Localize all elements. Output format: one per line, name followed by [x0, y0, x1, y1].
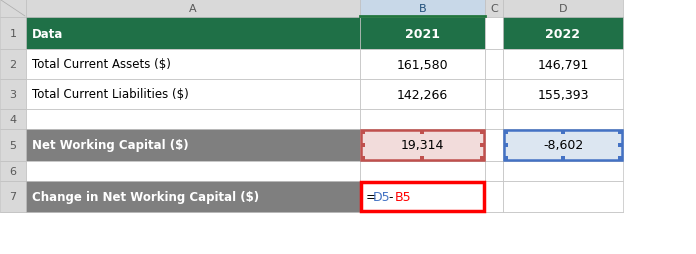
- Text: C: C: [490, 4, 498, 14]
- Bar: [503, 18, 623, 50]
- Text: 2022: 2022: [546, 27, 580, 40]
- Text: 4: 4: [10, 115, 17, 124]
- Bar: [360, 109, 485, 130]
- Text: B: B: [419, 4, 427, 14]
- Text: Data: Data: [32, 27, 63, 40]
- Text: -8,602: -8,602: [543, 139, 583, 152]
- Bar: [0, 0, 26, 18]
- Text: 161,580: 161,580: [397, 58, 448, 71]
- Bar: [361, 131, 365, 134]
- Bar: [504, 131, 508, 134]
- Text: 146,791: 146,791: [537, 58, 589, 71]
- Bar: [360, 0, 485, 18]
- Bar: [503, 80, 623, 109]
- Bar: [485, 18, 503, 50]
- Text: 6: 6: [10, 166, 17, 176]
- Bar: [26, 109, 360, 130]
- Bar: [26, 18, 360, 50]
- Bar: [618, 156, 622, 160]
- Text: Net Working Capital ($): Net Working Capital ($): [32, 139, 189, 152]
- Text: -: -: [388, 190, 393, 203]
- Bar: [485, 0, 503, 18]
- Bar: [26, 181, 360, 212]
- Text: 3: 3: [10, 90, 17, 100]
- Text: A: A: [189, 4, 197, 14]
- Bar: [561, 156, 565, 160]
- Bar: [504, 156, 508, 160]
- Bar: [504, 131, 622, 160]
- Text: 2: 2: [10, 60, 17, 70]
- Text: 155,393: 155,393: [537, 88, 589, 101]
- Bar: [485, 161, 503, 181]
- Text: 5: 5: [10, 140, 17, 150]
- Bar: [480, 144, 484, 147]
- Bar: [360, 80, 485, 109]
- Bar: [26, 50, 360, 80]
- Bar: [503, 0, 623, 18]
- Bar: [485, 50, 503, 80]
- Text: Total Current Assets ($): Total Current Assets ($): [32, 58, 171, 71]
- Bar: [0, 18, 26, 50]
- Bar: [0, 80, 26, 109]
- Text: B5: B5: [395, 190, 411, 203]
- Bar: [26, 80, 360, 109]
- Bar: [26, 130, 360, 161]
- Bar: [0, 109, 26, 130]
- Text: D: D: [559, 4, 567, 14]
- Bar: [360, 161, 485, 181]
- Text: D5: D5: [373, 190, 390, 203]
- Bar: [420, 156, 424, 160]
- Bar: [26, 161, 360, 181]
- Bar: [420, 131, 424, 134]
- Bar: [26, 0, 360, 18]
- Bar: [0, 161, 26, 181]
- Bar: [503, 109, 623, 130]
- Bar: [480, 131, 484, 134]
- Text: 7: 7: [10, 192, 17, 202]
- Bar: [504, 144, 508, 147]
- Bar: [360, 18, 485, 50]
- Text: Change in Net Working Capital ($): Change in Net Working Capital ($): [32, 190, 259, 203]
- Bar: [485, 109, 503, 130]
- Bar: [361, 144, 365, 147]
- Bar: [503, 181, 623, 212]
- Bar: [485, 130, 503, 161]
- Bar: [561, 131, 565, 134]
- Bar: [618, 144, 622, 147]
- Text: 2021: 2021: [405, 27, 440, 40]
- Bar: [360, 130, 485, 161]
- Bar: [618, 131, 622, 134]
- Bar: [503, 161, 623, 181]
- Bar: [360, 50, 485, 80]
- Text: 19,314: 19,314: [401, 139, 444, 152]
- Bar: [361, 156, 365, 160]
- Bar: [360, 181, 485, 212]
- Bar: [0, 181, 26, 212]
- Bar: [361, 182, 484, 211]
- Bar: [485, 181, 503, 212]
- Bar: [480, 156, 484, 160]
- Bar: [485, 80, 503, 109]
- Bar: [0, 130, 26, 161]
- Text: Total Current Liabilities ($): Total Current Liabilities ($): [32, 88, 189, 101]
- Bar: [361, 131, 484, 160]
- Bar: [503, 130, 623, 161]
- Bar: [503, 50, 623, 80]
- Text: 142,266: 142,266: [397, 88, 448, 101]
- Text: 1: 1: [10, 29, 17, 39]
- Text: =: =: [366, 190, 377, 203]
- Bar: [0, 50, 26, 80]
